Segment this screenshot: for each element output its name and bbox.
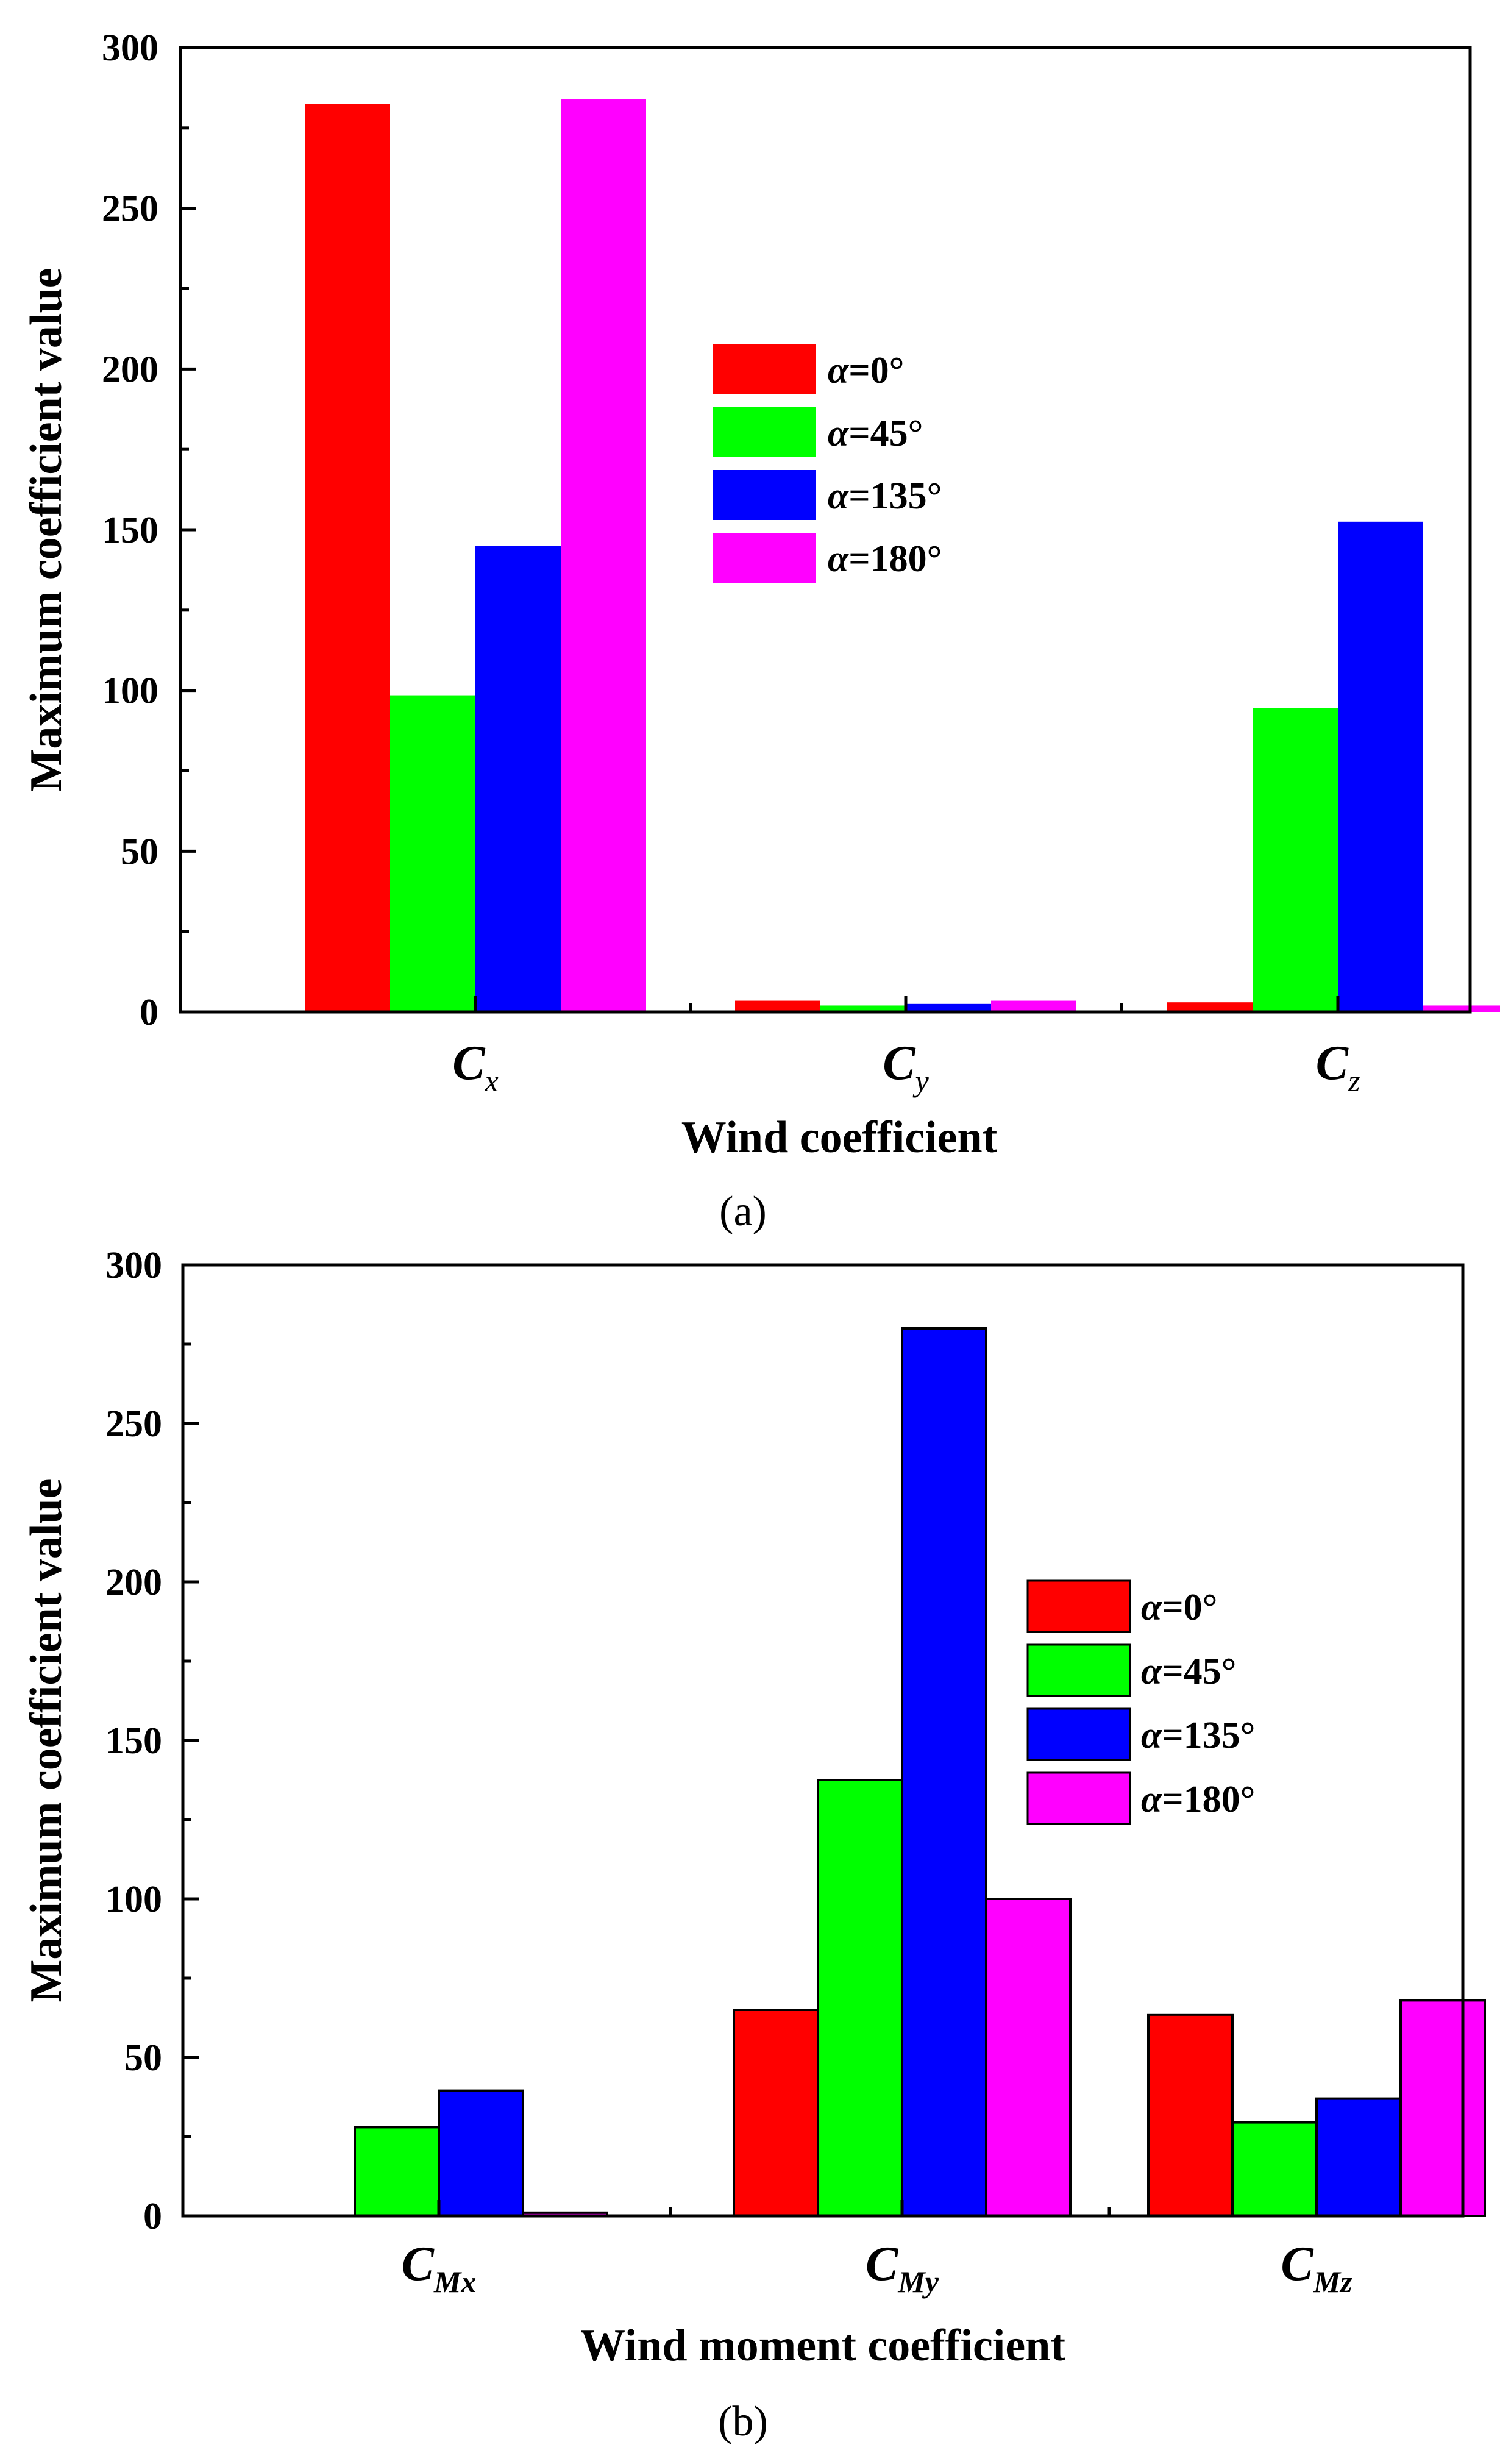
panel-a-x-tick-label-Cx: Cx (452, 1036, 499, 1098)
panel-a-chart: 0 50 100 150 200 250 300 Cx Cy Cz Maximum coeffi… (21, 27, 1500, 1235)
panel-b-bar-CMy-series-3 (985, 1898, 1072, 2217)
panel-b-legend-label-0: α=0° (1141, 1587, 1217, 1628)
panel-a-legend-swatch-2 (713, 470, 816, 520)
panel-a-label: (a) (719, 1188, 767, 1235)
panel-a-y-tick-label: 100 (102, 671, 158, 712)
panel-a-x-tick-label-Cy: Cy (883, 1036, 929, 1098)
panel-b-y-tick-label: 300 (105, 1245, 162, 1286)
panel-b-bar-CMy-series-1 (817, 1779, 903, 2217)
panel-b-x-tick-label-CMy: CMy (866, 2237, 939, 2299)
panel-b-bars (354, 1327, 1486, 2218)
panel-b-y-tick-label: 200 (105, 1562, 162, 1603)
panel-b-bar-CMy-series-2 (901, 1327, 987, 2217)
panel-a-bar-Cy-series-3 (991, 1000, 1076, 1012)
panel-a-x-tick-label-Cz: Cz (1316, 1036, 1360, 1098)
panel-b-label: (b) (718, 2398, 768, 2445)
panel-a-bar-Cx-series-2 (475, 546, 561, 1012)
panel-a-bar-Cx-series-3 (561, 99, 646, 1013)
panel-a-y-axis-title: Maximum coefficient value (21, 268, 71, 792)
panel-a-bar-Cy-series-2 (906, 1003, 991, 1012)
panel-a-bar-Cx-series-0 (305, 104, 390, 1013)
panel-a-legend-label-3: α=180° (828, 538, 942, 580)
panel-b-x-axis-title: Wind moment coefficient (580, 2321, 1065, 2371)
panel-b-legend-label-3: α=180° (1141, 1779, 1255, 1820)
panel-b-bar-CMz-series-1 (1231, 2121, 1318, 2218)
panel-b-bar-CMz-series-2 (1315, 2097, 1402, 2218)
panel-b-legend-swatch-1 (1026, 1643, 1131, 1697)
panel-b-legend: α=0° α=45° α=135° α=180° (1026, 1579, 1255, 1825)
panel-a-legend: α=0° α=45° α=135° α=180° (713, 344, 942, 583)
panel-b-y-tick-label: 250 (105, 1403, 162, 1445)
panel-b-bar-CMx-series-1 (354, 2126, 440, 2217)
panel-a-y-axis: 0 50 100 150 200 250 300 (102, 27, 196, 1033)
panel-a-bar-Cy-series-0 (735, 1000, 820, 1012)
panel-b-legend-swatch-2 (1026, 1707, 1131, 1761)
panel-a-bar-Cz-series-0 (1167, 1002, 1253, 1012)
panel-a-bar-Cz-series-2 (1338, 521, 1423, 1012)
panel-b-legend-label-2: α=135° (1141, 1715, 1255, 1756)
panel-a-y-tick-label: 0 (140, 992, 158, 1033)
panel-b-bar-CMy-series-0 (733, 2009, 819, 2217)
panel-b-y-tick-label: 50 (124, 2037, 162, 2079)
panel-a-bar-Cz-series-3 (1423, 1005, 1500, 1012)
panel-b-x-tick-label-CMz: CMz (1281, 2237, 1352, 2299)
panel-a-legend-swatch-1 (713, 407, 816, 457)
panel-a-legend-label-0: α=0° (828, 350, 904, 391)
panel-b-legend-swatch-3 (1026, 1771, 1131, 1825)
panel-b-y-axis-title: Maximum coefficient value (21, 1479, 71, 2003)
panel-a-bar-Cx-series-1 (390, 695, 475, 1012)
panel-b-y-tick-label: 150 (105, 1720, 162, 1762)
panel-a-legend-swatch-3 (713, 533, 816, 583)
panel-a-y-tick-label: 50 (121, 831, 158, 872)
panel-a-legend-swatch-0 (713, 344, 816, 394)
panel-b-chart: 0 50 100 150 200 250 300 CMx CMy CMz Maximum coe… (21, 1245, 1486, 2445)
panel-b-x-axis: CMx CMy CMz (402, 2200, 1352, 2299)
panel-a-y-tick-label: 200 (102, 349, 158, 390)
panel-b-legend-swatch-0 (1026, 1579, 1131, 1633)
panel-a-legend-label-2: α=135° (828, 475, 942, 517)
panel-a-y-tick-label: 150 (102, 510, 158, 551)
panel-a-bar-Cy-series-1 (820, 1005, 906, 1012)
panel-b-bar-CMx-series-2 (438, 2089, 524, 2218)
panel-a-bars (305, 99, 1500, 1013)
panel-a-bar-Cz-series-1 (1253, 708, 1338, 1012)
panel-b-bar-CMz-series-0 (1147, 2013, 1234, 2218)
panel-a-y-tick-label: 250 (102, 188, 158, 230)
panel-b-y-tick-label: 100 (105, 1879, 162, 1920)
panel-b-y-tick-label: 0 (143, 2196, 162, 2237)
panel-b-legend-label-1: α=45° (1141, 1651, 1236, 1692)
panel-b-x-tick-label-CMx: CMx (402, 2237, 477, 2299)
panel-a-y-tick-label: 300 (102, 27, 158, 69)
panel-b-bar-CMz-series-3 (1399, 1999, 1486, 2217)
panel-a-x-axis: Cx Cy Cz (452, 996, 1360, 1098)
panel-a-legend-label-1: α=45° (828, 413, 923, 454)
panel-a-x-axis-title: Wind coefficient (681, 1113, 998, 1163)
panel-b-y-axis: 0 50 100 150 200 250 300 (105, 1245, 199, 2237)
